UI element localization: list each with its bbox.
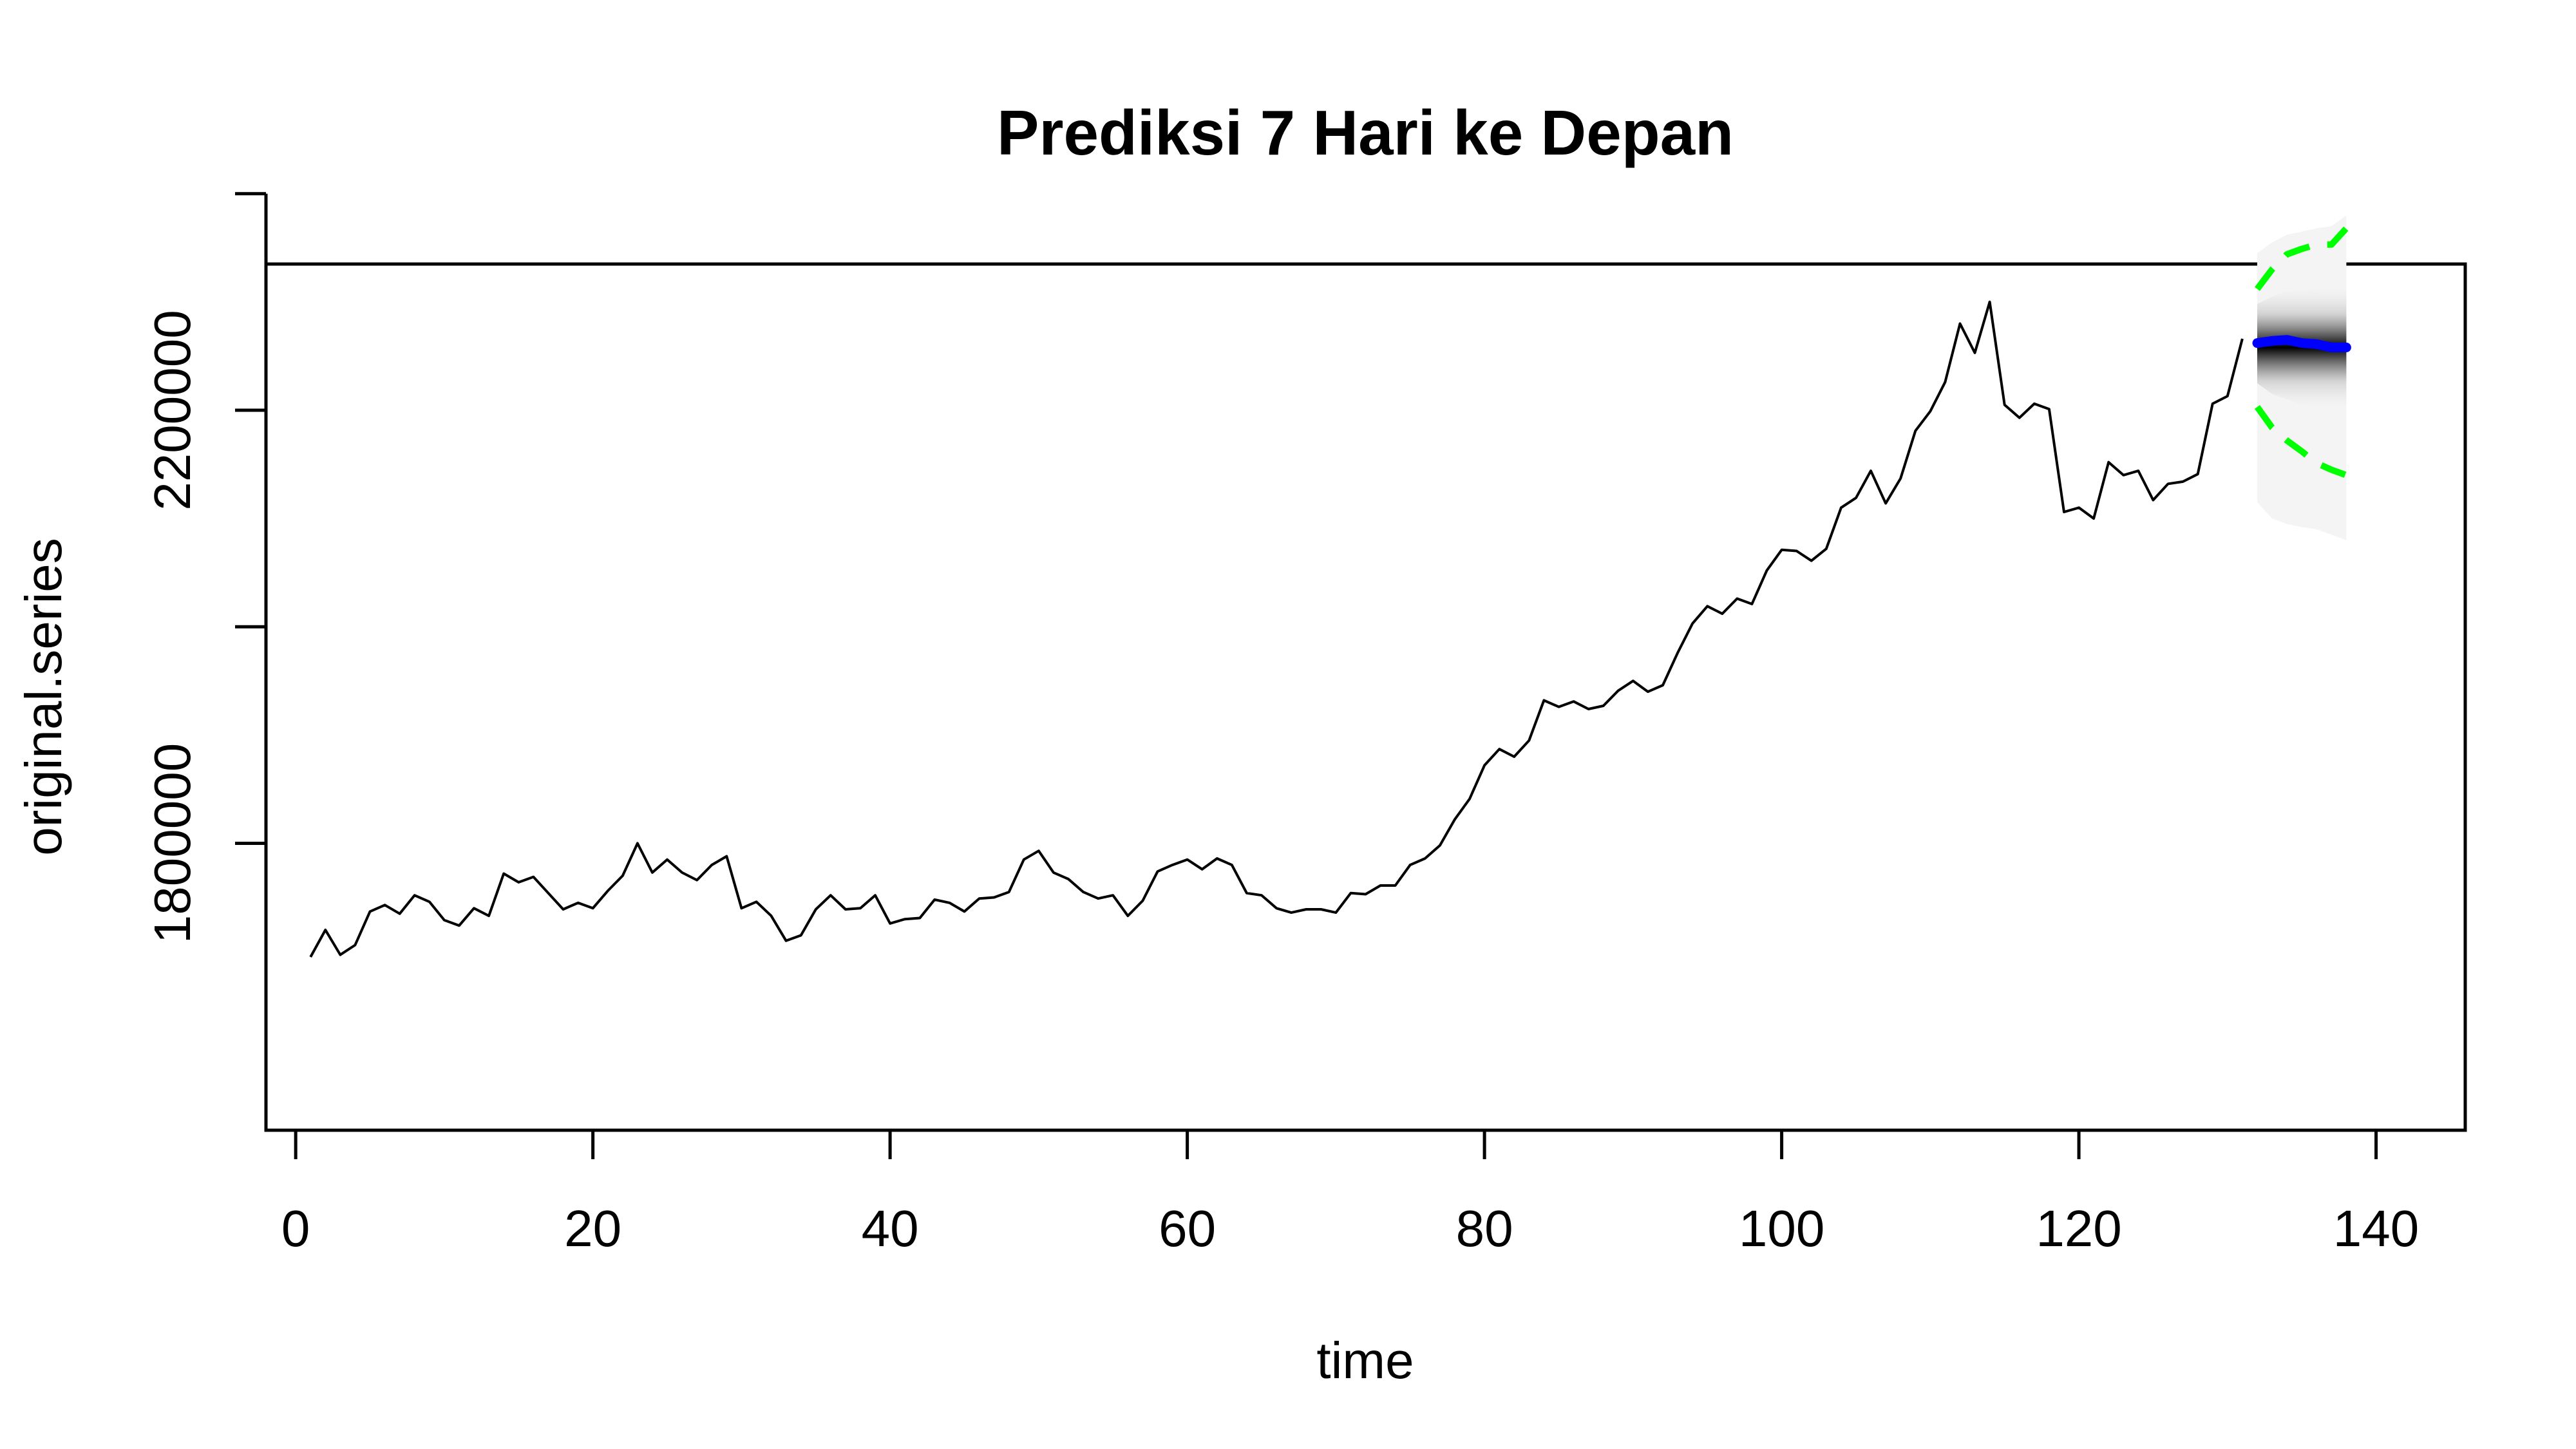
x-tick-label: 100	[1739, 1200, 1824, 1257]
y-tick-label: 2200000	[144, 310, 201, 510]
y-axis: 1800000 2200000	[144, 192, 268, 943]
observed-series-line	[309, 300, 2244, 958]
lower-bound-series-line	[2254, 404, 2348, 478]
x-tick-label: 20	[564, 1200, 621, 1257]
plot-frame	[264, 262, 2467, 1132]
x-axis: 0 20 40 60 80 100 120 140	[281, 1128, 2419, 1257]
x-tick-label: 0	[281, 1200, 310, 1257]
forecast-fan	[2257, 215, 2347, 540]
y-tick-label: 1800000	[144, 743, 201, 943]
x-tick-label: 120	[2036, 1200, 2121, 1257]
chart-title: Prediksi 7 Hari ke Depan	[997, 97, 1734, 168]
x-tick-label: 80	[1456, 1200, 1513, 1257]
x-axis-label: time	[1316, 1332, 1414, 1389]
series-layer	[309, 226, 2351, 958]
x-tick-label: 40	[862, 1200, 919, 1257]
forecast-series-line	[2252, 335, 2351, 352]
y-axis-label: original.series	[15, 538, 72, 856]
x-tick-label: 140	[2333, 1200, 2419, 1257]
x-tick-label: 60	[1159, 1200, 1216, 1257]
upper-bound-series-line	[2255, 226, 2349, 291]
